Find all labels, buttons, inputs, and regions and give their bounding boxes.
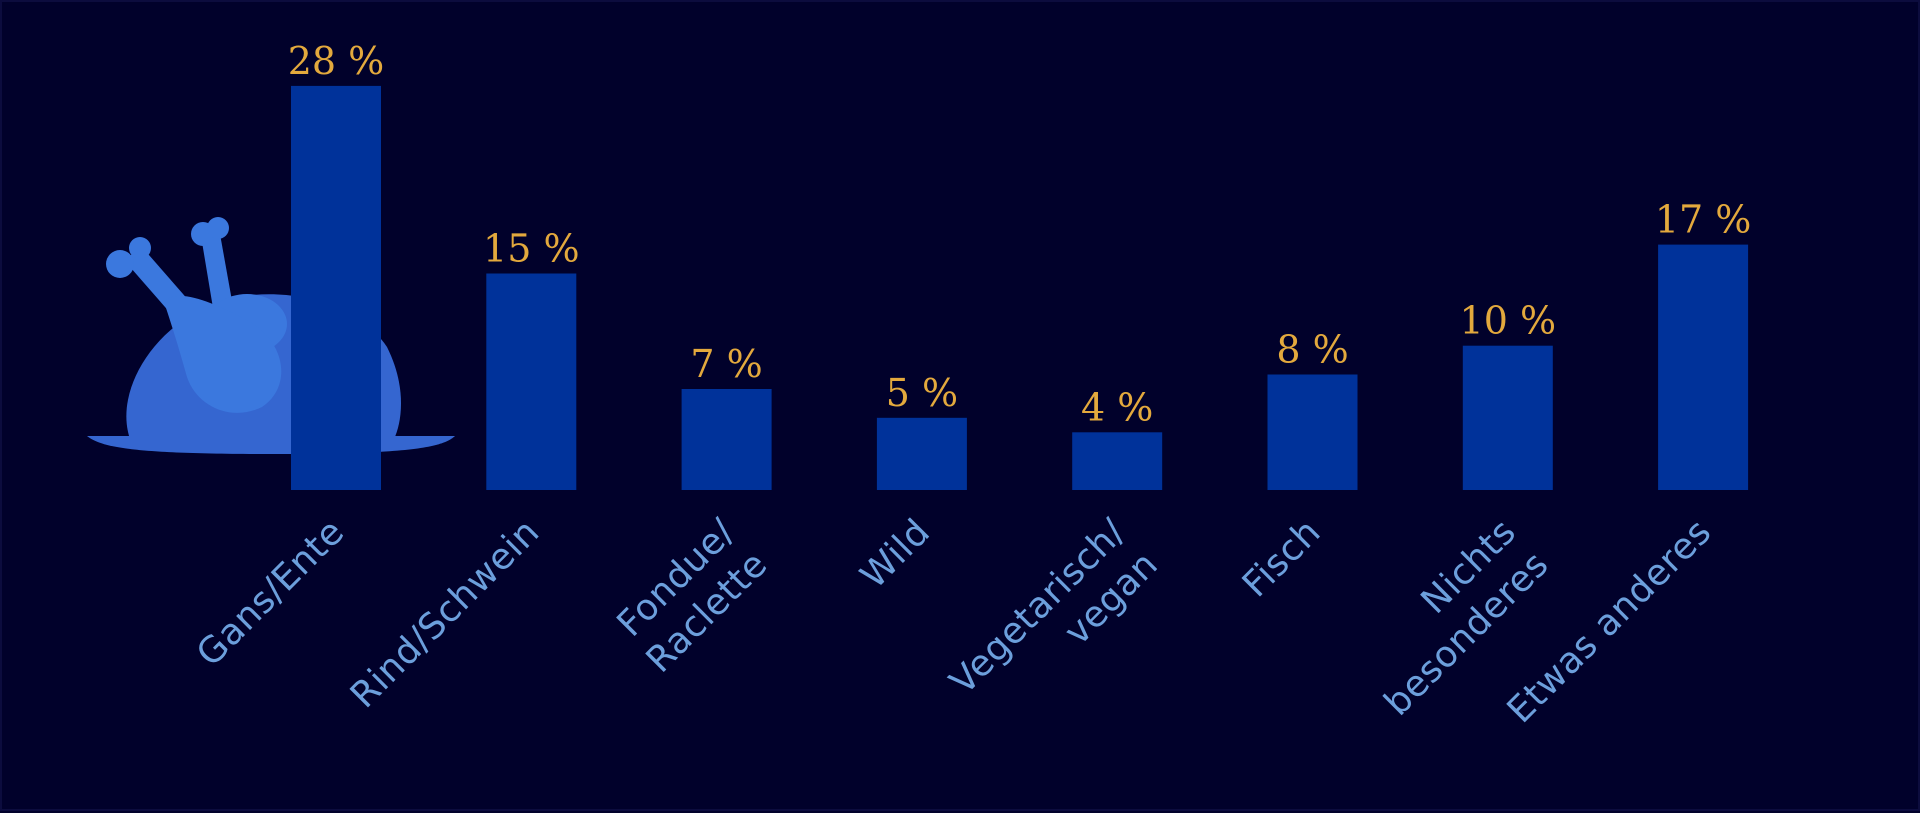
- bone-knuckle: [129, 237, 151, 259]
- bars: [291, 85, 1749, 491]
- category-label: Gans/Ente: [189, 511, 352, 674]
- bar: [1658, 244, 1749, 490]
- category-label: Vegetarisch/vegan: [942, 511, 1166, 735]
- bar: [681, 389, 772, 490]
- drumstick-bone: [200, 230, 234, 314]
- bar: [1462, 345, 1553, 490]
- bar: [1267, 374, 1358, 490]
- value-label: 17 %: [1655, 198, 1752, 242]
- value-label: 7 %: [690, 342, 762, 386]
- value-label: 4 %: [1081, 385, 1153, 429]
- bar: [1072, 432, 1163, 490]
- category-label-line: Etwas anderes: [1500, 511, 1720, 731]
- category-label: Fondue/Raclette: [606, 511, 776, 681]
- value-label: 28 %: [288, 39, 385, 83]
- value-labels: 28 % 15 % 7 % 5 % 4 % 8 % 10 % 17 %: [288, 39, 1752, 429]
- value-label: 8 %: [1276, 328, 1348, 372]
- category-label-line: Rind/Schwein: [343, 511, 548, 716]
- roast-poultry-icon: [87, 217, 455, 454]
- drumstick-meat: [164, 295, 282, 413]
- bone-knuckle: [207, 217, 229, 239]
- bone-knuckle: [106, 250, 134, 278]
- bar: [291, 85, 381, 491]
- bar: [486, 273, 577, 490]
- category-label-line: Wild: [853, 511, 938, 596]
- value-label: 10 %: [1460, 299, 1557, 343]
- bar: [876, 417, 967, 490]
- category-label-line: Fisch: [1235, 511, 1329, 605]
- serving-plate: [87, 436, 455, 454]
- category-label: Rind/Schwein: [343, 511, 548, 716]
- category-label: Etwas anderes: [1500, 511, 1720, 731]
- value-label: 5 %: [886, 371, 958, 415]
- category-label: Wild: [853, 511, 938, 596]
- category-label-line: Gans/Ente: [189, 511, 352, 674]
- category-label: Fisch: [1235, 511, 1329, 605]
- value-label: 15 %: [483, 227, 580, 271]
